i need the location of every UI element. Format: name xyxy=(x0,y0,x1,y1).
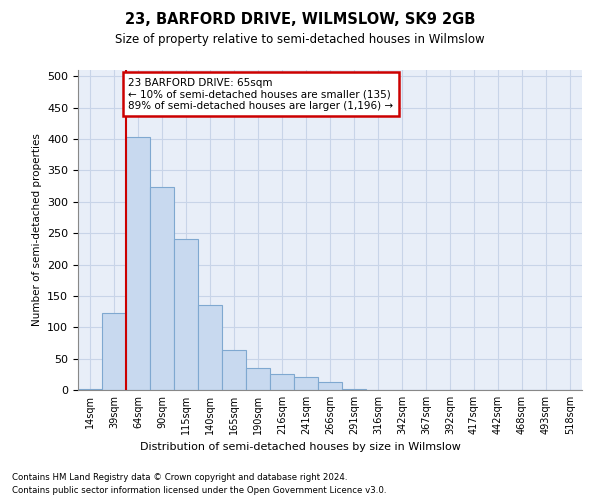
Bar xyxy=(198,306,222,390)
Bar xyxy=(174,240,198,390)
Text: 23 BARFORD DRIVE: 65sqm
← 10% of semi-detached houses are smaller (135)
89% of s: 23 BARFORD DRIVE: 65sqm ← 10% of semi-de… xyxy=(128,78,394,110)
Y-axis label: Number of semi-detached properties: Number of semi-detached properties xyxy=(32,134,41,326)
Bar xyxy=(270,374,294,390)
Text: Contains public sector information licensed under the Open Government Licence v3: Contains public sector information licen… xyxy=(12,486,386,495)
Bar xyxy=(150,188,174,390)
Text: Contains HM Land Registry data © Crown copyright and database right 2024.: Contains HM Land Registry data © Crown c… xyxy=(12,472,347,482)
Bar xyxy=(294,378,318,390)
Text: 23, BARFORD DRIVE, WILMSLOW, SK9 2GB: 23, BARFORD DRIVE, WILMSLOW, SK9 2GB xyxy=(125,12,475,28)
Bar xyxy=(78,388,102,390)
Bar xyxy=(126,137,150,390)
Bar xyxy=(102,314,126,390)
Bar xyxy=(318,382,342,390)
Text: Distribution of semi-detached houses by size in Wilmslow: Distribution of semi-detached houses by … xyxy=(140,442,460,452)
Bar xyxy=(246,368,270,390)
Bar xyxy=(342,388,366,390)
Text: Size of property relative to semi-detached houses in Wilmslow: Size of property relative to semi-detach… xyxy=(115,32,485,46)
Bar xyxy=(222,350,246,390)
